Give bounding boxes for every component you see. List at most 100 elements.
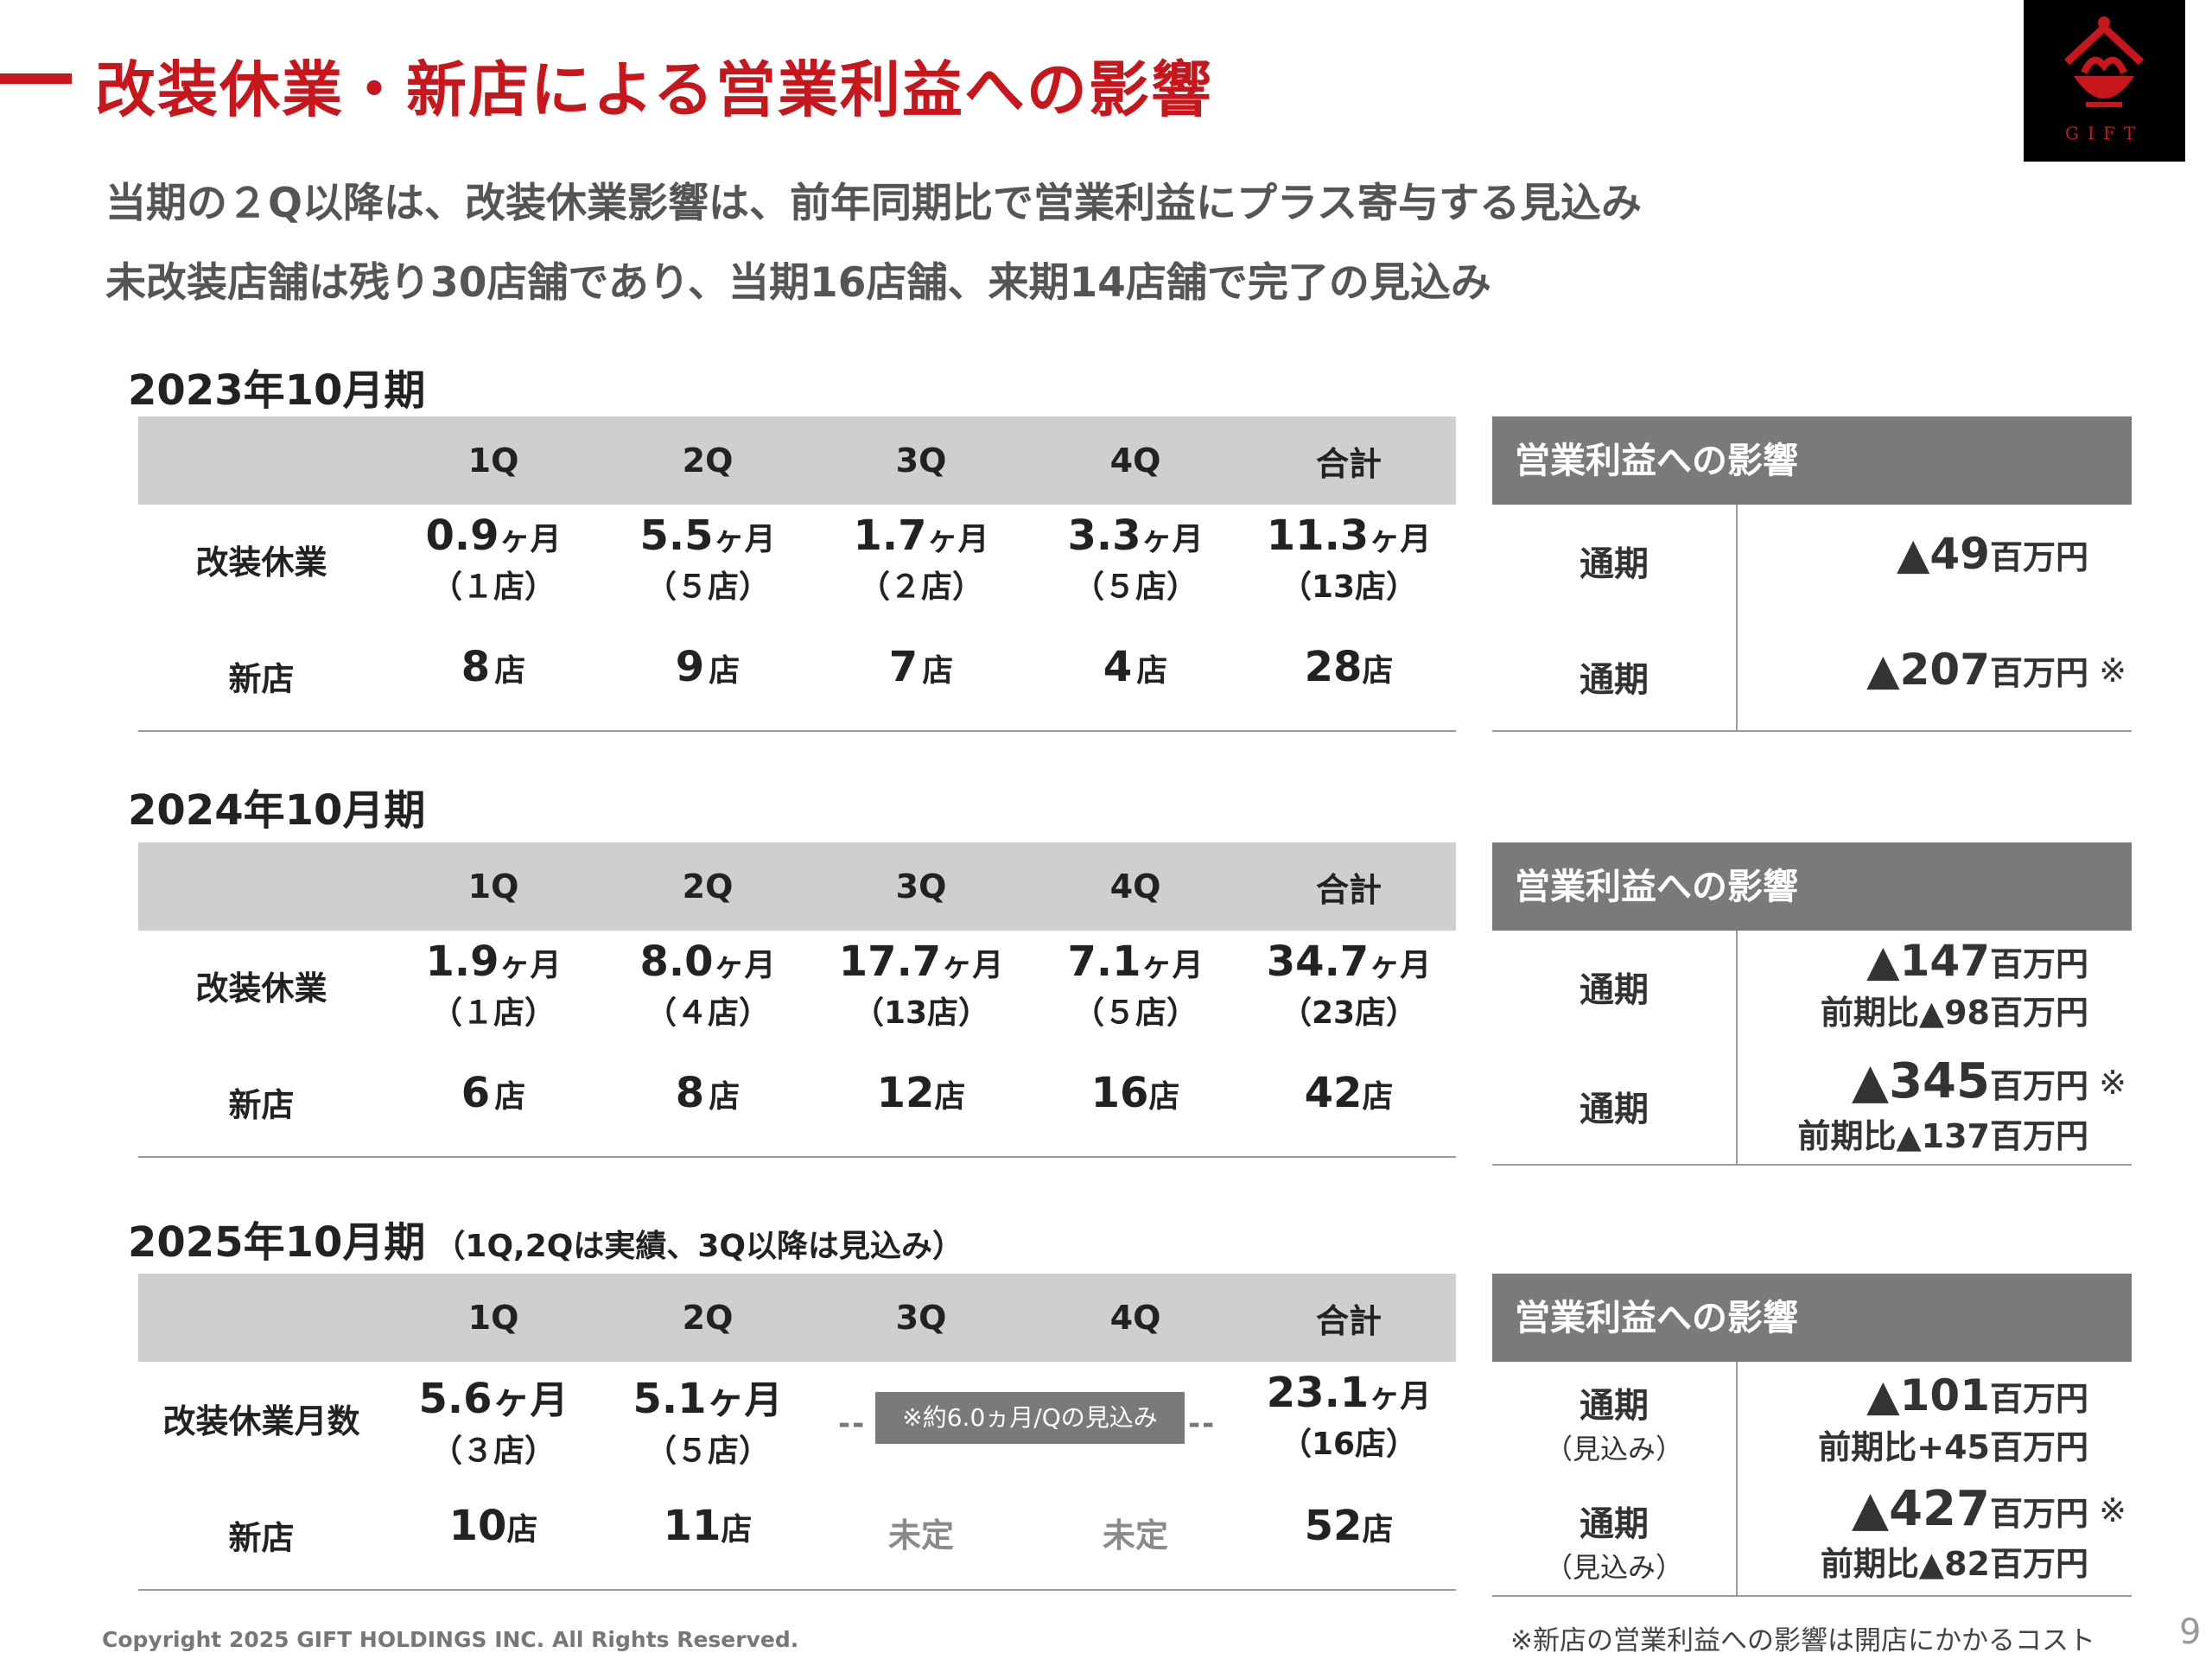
table-cell: 11.3ヶ月 （13店）: [1266, 512, 1432, 605]
impact-value: ▲49百万円: [1896, 529, 2088, 579]
impact-value: ▲101百万円 前期比+45百万円: [1818, 1370, 2088, 1466]
table-cell: 11店: [663, 1502, 753, 1550]
impact-divider: [1736, 505, 1738, 732]
table-fy2023: 1Q 2Q 3Q 4Q 合計 改装休業 0.9ヶ月 （１店） 5.5ヶ月 （５店） …: [138, 416, 1456, 732]
impact-label: 通期: [1580, 970, 1649, 1010]
impact-panel-fy2023: 営業利益への影響 通期 ▲49百万円 通期 ▲207百万円 ※: [1492, 416, 2132, 732]
col-header-2q: 2Q: [682, 442, 734, 480]
section-title-fy2024: 2024年10月期: [128, 776, 425, 836]
table-cell: 0.9ヶ月 （１店）: [425, 512, 562, 605]
table-fy2025: 1Q 2Q 3Q 4Q 合計 改装休業月数 5.6ヶ月 （３店） 5.1ヶ月 （５店…: [138, 1274, 1456, 1591]
house-bowl-icon: [2063, 16, 2145, 107]
logo-text: GIFT: [2064, 123, 2145, 143]
table-cell: 1.9ヶ月 （１店）: [425, 938, 562, 1031]
table-bottom-rule: [138, 1589, 1456, 1591]
table-bottom-rule: [138, 1156, 1456, 1158]
col-header-2q: 2Q: [682, 868, 734, 906]
row-label-new-stores: 新店: [228, 1519, 295, 1557]
table-bottom-rule: [138, 730, 1456, 732]
table-cell: 5.1ヶ月 （５店）: [632, 1375, 783, 1469]
col-header-2q: 2Q: [682, 1299, 734, 1337]
table-cell: 34.7ヶ月 （23店）: [1266, 938, 1432, 1031]
table-header: 1Q 2Q 3Q 4Q 合計: [138, 416, 1456, 505]
table-cell: 23.1ヶ月 （16店）: [1266, 1369, 1432, 1462]
impact-panel-fy2024: 営業利益への影響 通期 ▲147百万円 前期比▲98百万円 通期 ▲345百万円 ※…: [1492, 842, 2132, 1166]
table-cell: 16店: [1090, 1069, 1180, 1117]
company-logo: GIFT: [2024, 0, 2185, 162]
table-cell-undecided: 未定: [1102, 1516, 1168, 1554]
section-note: （1Q,2Qは実績、3Q以降は見込み）: [434, 1229, 964, 1264]
col-header-1q: 1Q: [467, 868, 519, 906]
impact-label: 通期: [1580, 544, 1649, 584]
table-cell: 17.7ヶ月 （13店）: [838, 938, 1004, 1031]
impact-value: ▲427百万円 ※ 前期比▲82百万円: [1820, 1481, 2126, 1583]
col-header-1q: 1Q: [467, 1299, 519, 1337]
impact-value: ▲207百万円 ※: [1866, 645, 2126, 695]
table-cell: 8.0ヶ月 （４店）: [639, 938, 776, 1031]
footnote: ※新店の営業利益への影響は開店にかかるコスト: [1510, 1625, 2095, 1656]
table-cell: 8 店: [461, 643, 526, 691]
impact-header: 営業利益への影響: [1492, 1274, 2132, 1362]
impact-bottom-rule: [1492, 730, 2132, 732]
impact-label: 通期: [1580, 1090, 1649, 1129]
impact-divider: [1736, 931, 1738, 1166]
col-header-3q: 3Q: [895, 868, 947, 906]
section-title-text: 2025年10月期: [128, 1218, 426, 1267]
row-label-renovation-months: 改装休業月数: [162, 1402, 360, 1440]
table-cell: 5.6ヶ月 （３店）: [418, 1375, 569, 1469]
dash-right: --: [1188, 1407, 1217, 1441]
page-title: 改装休業・新店による営業利益への影響: [95, 54, 1213, 125]
col-header-4q: 4Q: [1109, 442, 1161, 480]
impact-value: ▲147百万円 前期比▲98百万円: [1820, 936, 2088, 1032]
table-cell: 8 店: [675, 1069, 741, 1117]
table-cell: 28店: [1304, 643, 1394, 691]
table-cell: 3.3ヶ月 （５店）: [1067, 512, 1204, 605]
table-header: 1Q 2Q 3Q 4Q 合計: [138, 1274, 1456, 1362]
col-header-4q: 4Q: [1109, 1299, 1161, 1337]
section-title-text: 2023年10月期: [128, 366, 426, 415]
subtitle-line-2: 未改装店舗は残り30店舗であり、当期16店舗、来期14店舗で完了の見込み: [105, 259, 1491, 307]
impact-label: 通期: [1580, 660, 1649, 700]
impact-label: 通期 （見込み）: [1544, 1386, 1683, 1465]
row-label-new-stores: 新店: [228, 660, 295, 698]
col-header-3q: 3Q: [895, 1299, 947, 1337]
section-title-fy2023: 2023年10月期: [128, 356, 425, 416]
col-header-4q: 4Q: [1109, 868, 1161, 906]
table-cell: 5.5ヶ月 （５店）: [639, 512, 776, 605]
title-accent-bar: [0, 73, 72, 84]
page-number: 9: [2179, 1612, 2202, 1652]
impact-bottom-rule: [1492, 1595, 2132, 1597]
table-cell: 7.1ヶ月 （５店）: [1067, 938, 1204, 1031]
table-cell: 42店: [1304, 1069, 1394, 1117]
row-label-renovation: 改装休業: [195, 969, 327, 1007]
impact-header: 営業利益への影響: [1492, 416, 2132, 505]
table-fy2024: 1Q 2Q 3Q 4Q 合計 改装休業 1.9ヶ月 （１店） 8.0ヶ月 （４店） …: [138, 842, 1456, 1158]
col-header-1q: 1Q: [467, 442, 519, 480]
table-cell: 12店: [876, 1069, 966, 1117]
col-header-3q: 3Q: [895, 442, 947, 480]
impact-label: 通期 （見込み）: [1544, 1504, 1683, 1584]
estimate-badge: ※約6.0ヵ月/Qの見込み: [875, 1392, 1185, 1444]
impact-bottom-rule: [1492, 1164, 2132, 1166]
col-header-total: 合計: [1315, 1301, 1382, 1340]
impact-value: ▲345百万円 ※ 前期比▲137百万円: [1797, 1053, 2126, 1155]
table-cell: 4 店: [1103, 643, 1168, 691]
row-label-new-stores: 新店: [228, 1086, 295, 1124]
section-title-fy2025: 2025年10月期 （1Q,2Qは実績、3Q以降は見込み）: [128, 1208, 963, 1268]
table-cell: 7 店: [888, 643, 954, 691]
table-cell: 10店: [448, 1502, 538, 1550]
table-header: 1Q 2Q 3Q 4Q 合計: [138, 842, 1456, 931]
row-label-renovation: 改装休業: [195, 543, 327, 582]
col-header-total: 合計: [1315, 444, 1382, 483]
table-cell-undecided: 未定: [887, 1516, 954, 1554]
dash-left: --: [838, 1407, 867, 1441]
impact-panel-fy2025: 営業利益への影響 通期 （見込み） ▲101百万円 前期比+45百万円 通期 （見込み…: [1492, 1274, 2132, 1597]
impact-divider: [1736, 1362, 1738, 1597]
impact-header: 営業利益への影響: [1492, 842, 2132, 931]
subtitle-line-1: 当期の２Q以降は、改装休業影響は、前年同期比で営業利益にプラス寄与する見込み: [105, 180, 1643, 227]
section-title-text: 2024年10月期: [128, 786, 426, 835]
table-cell: 9 店: [675, 643, 741, 691]
table-cell: 6 店: [461, 1069, 526, 1117]
copyright: Copyright 2025 GIFT HOLDINGS INC. All Ri…: [102, 1627, 799, 1652]
table-cell: 52店: [1304, 1502, 1394, 1550]
